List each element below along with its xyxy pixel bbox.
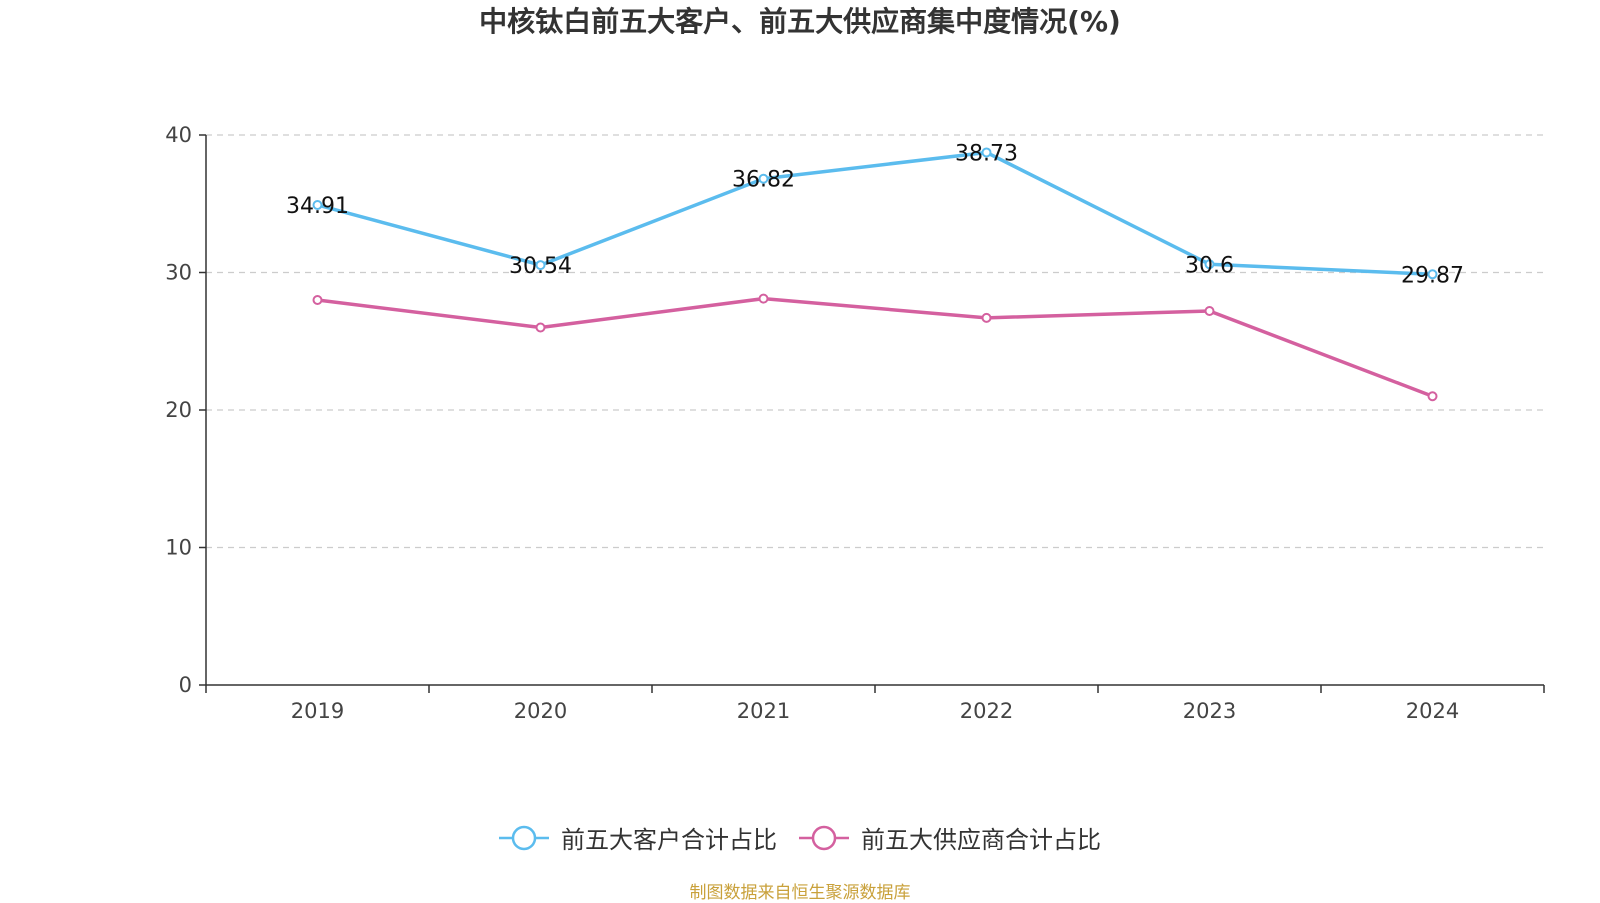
legend-item-customers[interactable]: 前五大客户合计占比 bbox=[499, 820, 777, 855]
data-label-customers-2019: 34.91 bbox=[286, 194, 349, 219]
series-line-customers bbox=[317, 150, 1433, 277]
data-label-customers-2023: 30.6 bbox=[1185, 253, 1234, 278]
point-suppliers-2023[interactable] bbox=[1204, 306, 1215, 316]
legend-marker-customers bbox=[499, 825, 549, 850]
legend-label-suppliers: 前五大供应商合计占比 bbox=[861, 826, 1101, 854]
source-note: 制图数据来自恒生聚源数据库 bbox=[689, 883, 911, 903]
point-customers-2023[interactable] bbox=[1204, 259, 1215, 270]
x-tick-label-2022: 2022 bbox=[960, 699, 1013, 723]
point-customers-2022[interactable] bbox=[981, 147, 992, 158]
series-lines bbox=[312, 147, 1438, 402]
point-customers-2019[interactable] bbox=[312, 199, 323, 210]
x-axis-ticks: 2019 2020 2021 2022 2023 2024 bbox=[205, 685, 1545, 723]
legend-label-customers: 前五大客户合计占比 bbox=[561, 826, 777, 854]
series-line-suppliers bbox=[317, 296, 1434, 398]
x-tick-label-2019: 2019 bbox=[291, 699, 344, 723]
point-suppliers-2019[interactable] bbox=[312, 295, 323, 305]
data-labels: 34.91 30.54 36.82 38.73 30.6 29.87 bbox=[286, 141, 1464, 288]
point-customers-2024[interactable] bbox=[1427, 269, 1438, 280]
point-customers-2020[interactable] bbox=[535, 260, 546, 271]
y-axis-ticks: 0 10 20 30 40 bbox=[165, 123, 206, 697]
y-tick-label: 30 bbox=[165, 261, 192, 285]
y-tick-label: 0 bbox=[179, 673, 192, 697]
y-tick-label: 40 bbox=[165, 123, 192, 147]
legend: 前五大客户合计占比 前五大供应商合计占比 bbox=[0, 820, 1600, 855]
point-suppliers-2024[interactable] bbox=[1427, 391, 1438, 402]
point-suppliers-2021[interactable] bbox=[758, 293, 769, 304]
point-suppliers-2022[interactable] bbox=[981, 312, 992, 323]
x-tick-label-2020: 2020 bbox=[514, 699, 567, 723]
chart-title: 中核钛白前五大客户、前五大供应商集中度情况(%) bbox=[479, 5, 1121, 38]
legend-marker-suppliers bbox=[799, 825, 849, 850]
legend-item-suppliers[interactable]: 前五大供应商合计占比 bbox=[799, 820, 1101, 855]
point-suppliers-2020[interactable] bbox=[535, 322, 546, 333]
grid-lines bbox=[206, 134, 1544, 549]
data-label-customers-2020: 30.54 bbox=[509, 254, 572, 279]
point-customers-2021[interactable] bbox=[758, 173, 769, 184]
data-label-customers-2024: 29.87 bbox=[1401, 263, 1464, 288]
data-label-customers-2022: 38.73 bbox=[955, 141, 1018, 166]
x-tick-label-2021: 2021 bbox=[737, 699, 790, 723]
data-label-customers-2021: 36.82 bbox=[732, 168, 795, 193]
x-tick-label-2023: 2023 bbox=[1183, 699, 1236, 723]
y-tick-label: 20 bbox=[165, 398, 192, 422]
x-tick-label-2024: 2024 bbox=[1406, 699, 1459, 723]
y-tick-label: 10 bbox=[165, 536, 192, 560]
